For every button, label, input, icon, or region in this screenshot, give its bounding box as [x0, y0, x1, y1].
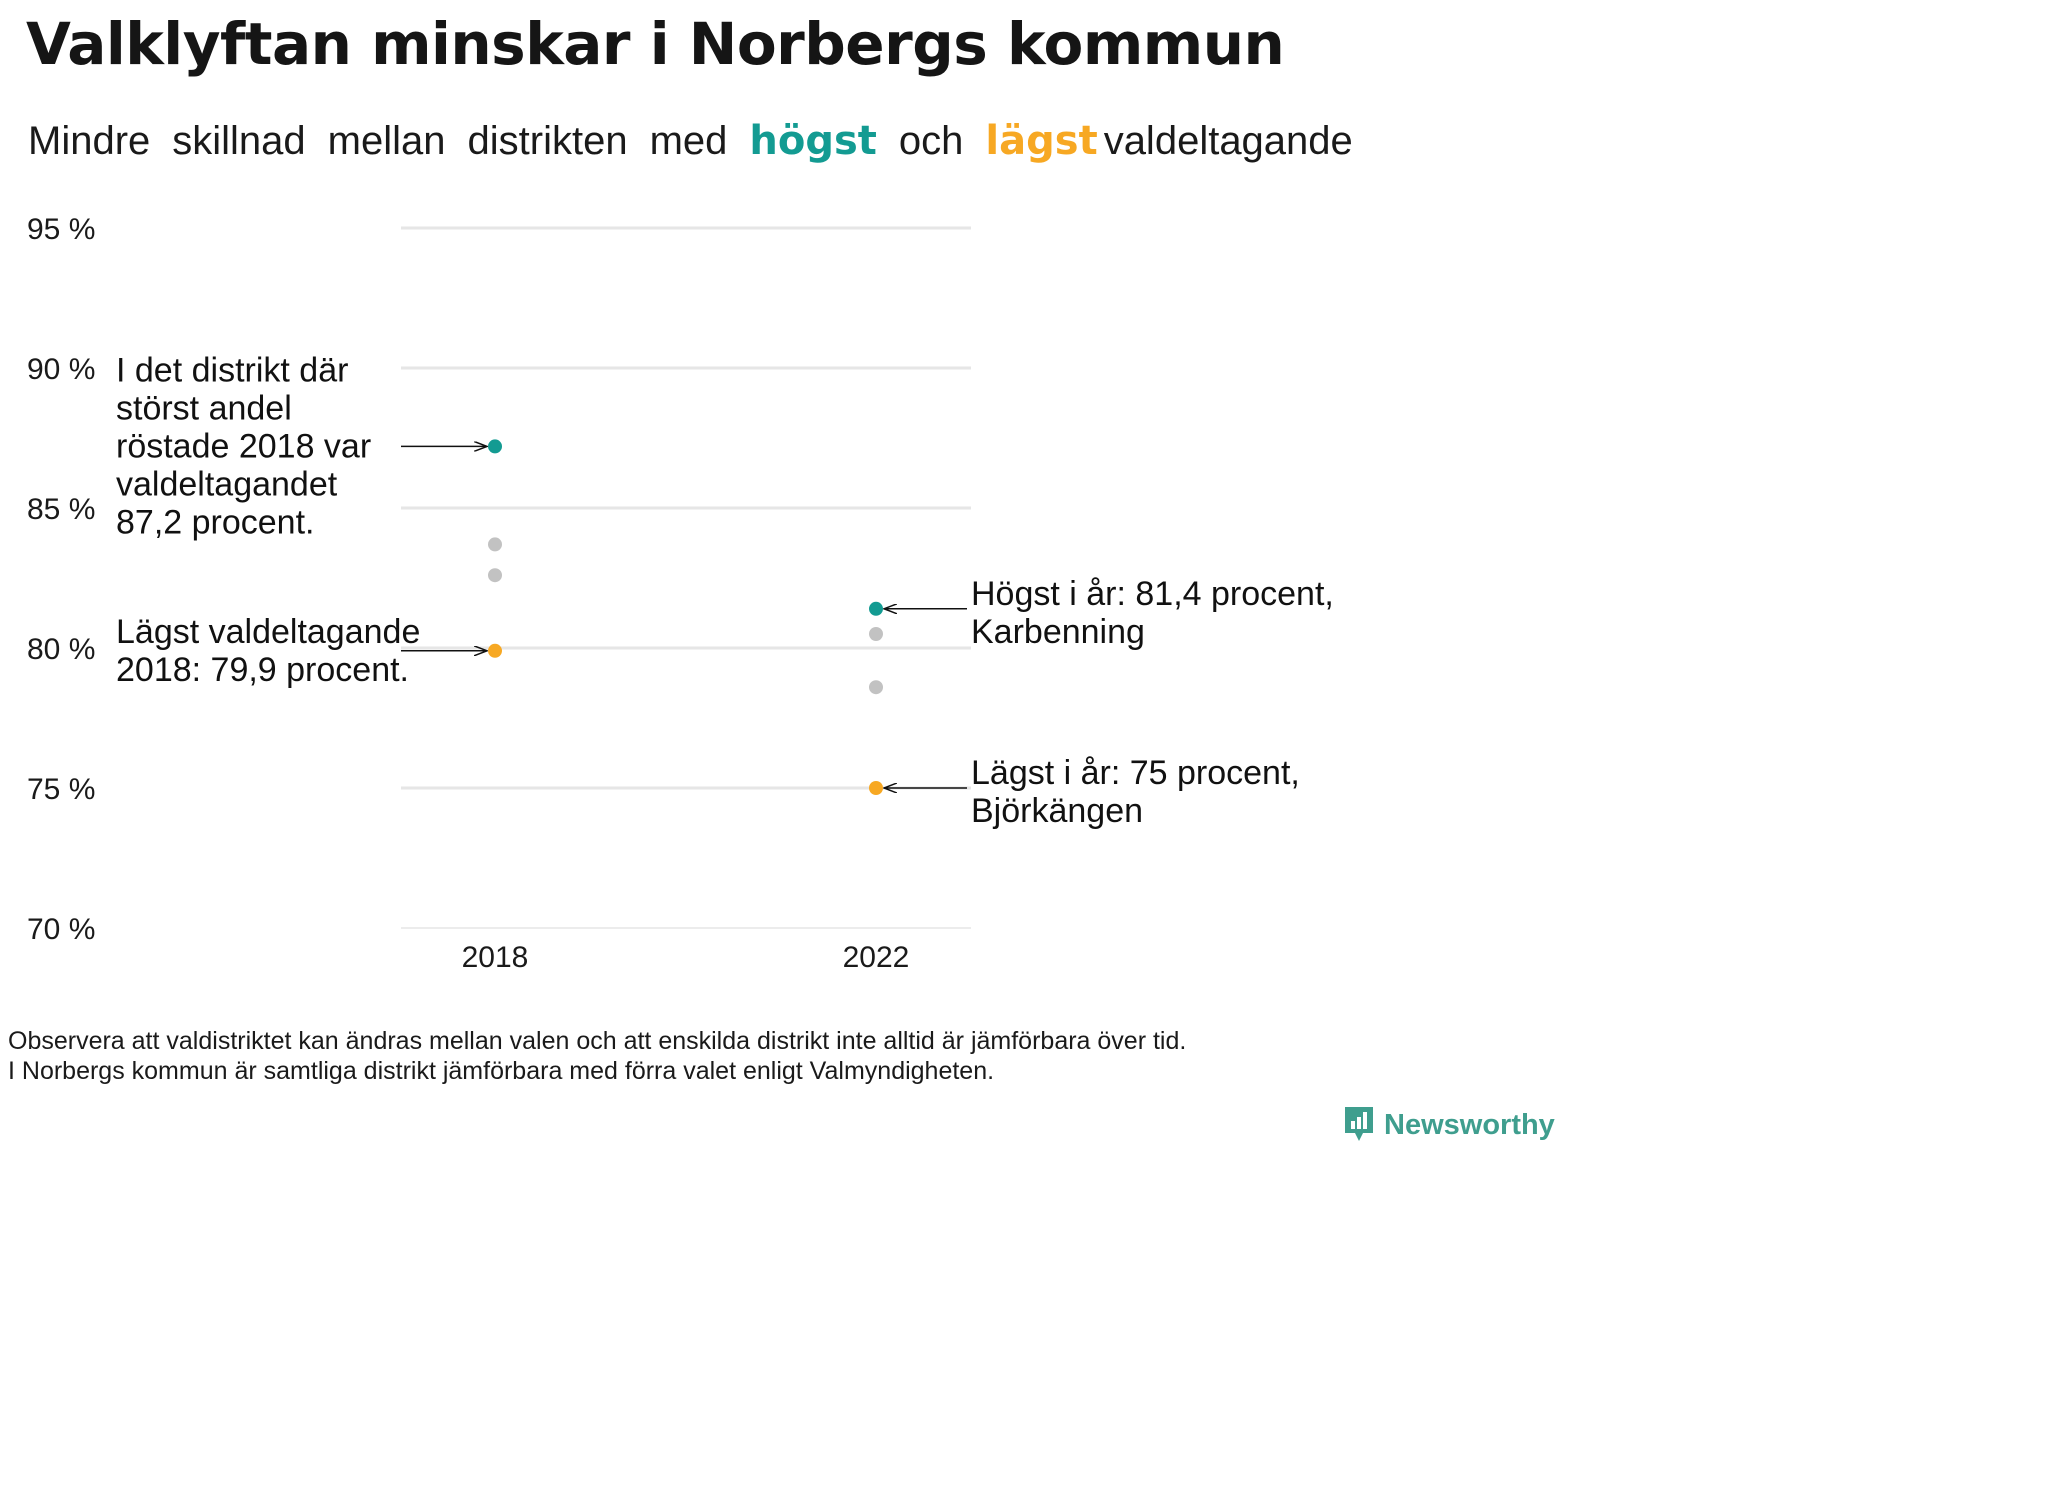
subtitle-word: med [649, 119, 728, 163]
brand-name: Newsworthy [1384, 1108, 1555, 1141]
chart-subtitle: Mindre skillnad mellan distrikten med högst oc… [28, 118, 1353, 164]
annotation-high-2022: Högst i år: 81,4 procent, Karbenning [971, 575, 1334, 651]
x-tick-label: 2018 [462, 941, 529, 974]
dot-plot: 95 % 90 % 85 % 80 % 75 % 70 % 2018 2022 I det … [27, 213, 1334, 974]
data-point-low-2022 [869, 781, 883, 795]
data-point-high-2018 [488, 439, 502, 454]
footnote: Observera att valdistriktet kan ändras m… [8, 1026, 1186, 1086]
x-axis-ticks: 2018 2022 [462, 941, 910, 974]
y-tick-label: 95 % [27, 213, 95, 246]
annotation-line: 2018: 79,9 procent. [116, 651, 409, 689]
data-point-other-2018 [488, 568, 502, 583]
annotation-line: 87,2 procent. [116, 503, 314, 541]
annotation-line: Lägst valdeltagande [116, 613, 420, 651]
annotations: I det distrikt där störst andel röstade 20… [116, 351, 1334, 830]
subtitle-word: mellan [327, 119, 446, 163]
chart-title: Valklyftan minskar i Norbergs kommun [26, 10, 1285, 78]
subtitle-highlight-low: lägst [985, 118, 1098, 164]
y-tick-label: 75 % [27, 773, 95, 806]
annotation-high-2018: I det distrikt där störst andel röstade 20… [116, 351, 371, 541]
gridlines [401, 226, 971, 929]
data-points [488, 439, 883, 795]
data-point-low-2018 [488, 643, 502, 658]
data-point-other-2018 [488, 537, 502, 552]
subtitle-highlight-high: högst [749, 118, 877, 164]
footnote-line: I Norbergs kommun är samtliga distrikt j… [8, 1057, 995, 1085]
annotation-low-2022: Lägst i år: 75 procent, Björkängen [971, 754, 1300, 830]
annotation-line: Lägst i år: 75 procent, [971, 754, 1300, 792]
footnote-line: Observera att valdistriktet kan ändras m… [8, 1027, 1187, 1055]
y-tick-label: 70 % [27, 913, 95, 946]
y-axis-ticks: 95 % 90 % 85 % 80 % 75 % 70 % [27, 213, 95, 946]
subtitle-word: valdeltagande [1103, 119, 1353, 163]
annotation-line: röstade 2018 var [116, 427, 371, 465]
y-tick-label: 85 % [27, 493, 95, 526]
y-tick-label: 80 % [27, 633, 95, 666]
subtitle-word: distrikten [467, 119, 628, 163]
y-tick-label: 90 % [27, 353, 95, 386]
brand-logo: Newsworthy [1342, 1105, 1555, 1145]
annotation-line: valdeltagandet [116, 465, 338, 503]
annotation-line: Karbenning [971, 613, 1145, 651]
annotation-line: Högst i år: 81,4 procent, [971, 575, 1334, 613]
data-point-high-2022 [869, 601, 883, 616]
subtitle-word: Mindre [28, 119, 151, 163]
newsworthy-logo-icon [1345, 1107, 1373, 1141]
annotation-line: Björkängen [971, 792, 1143, 830]
x-tick-label: 2022 [843, 941, 910, 974]
annotation-low-2018: Lägst valdeltagande 2018: 79,9 procent. [116, 613, 420, 689]
annotation-arrows [401, 446, 967, 788]
annotation-line: I det distrikt där [116, 351, 348, 389]
subtitle-word: skillnad [172, 119, 306, 163]
data-point-other-2022 [869, 627, 883, 641]
annotation-line: störst andel [116, 389, 292, 427]
subtitle-word: och [898, 119, 964, 163]
data-point-other-2022 [869, 680, 883, 695]
